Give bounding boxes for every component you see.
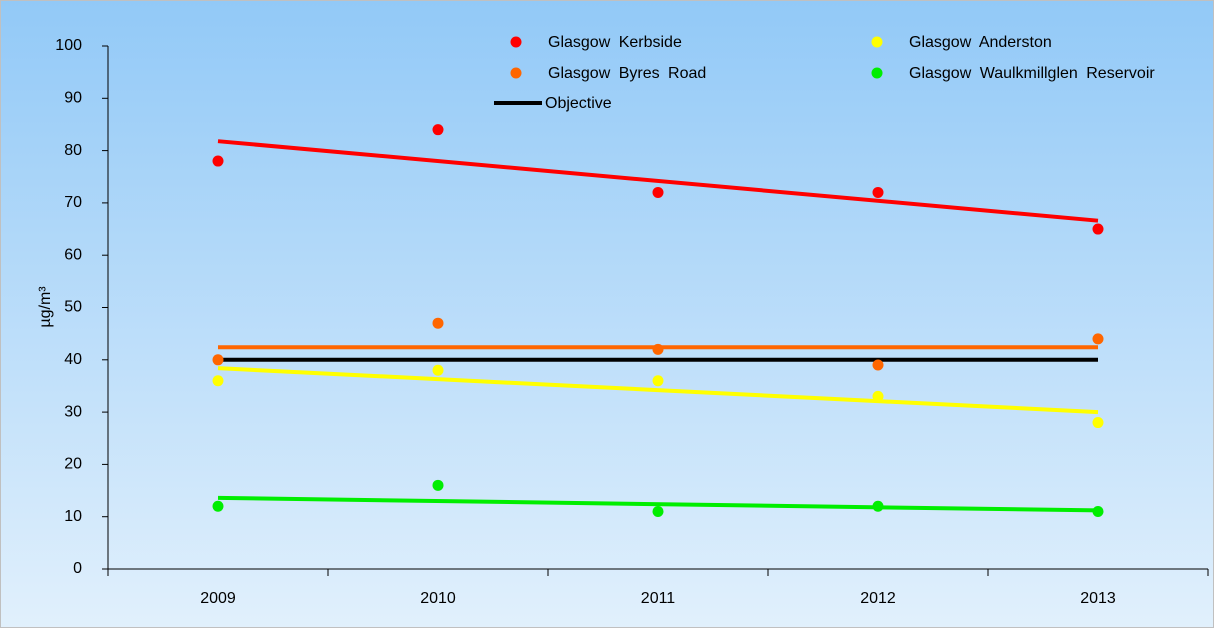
y-tick-label: 10 [64, 508, 82, 525]
legend-label: Glasgow Anderston [909, 34, 1052, 51]
trendline [217, 139, 1099, 223]
point [652, 375, 664, 387]
y-axis-label: µg/m³ [37, 286, 54, 328]
x-tick-label: 2013 [1080, 590, 1116, 607]
point [872, 500, 884, 512]
point [1092, 333, 1104, 345]
point [432, 317, 444, 329]
x-tick-label: 2012 [860, 590, 896, 607]
point [652, 505, 664, 517]
point [212, 500, 224, 512]
point [212, 354, 224, 366]
point [212, 155, 224, 167]
legend-marker [871, 36, 883, 48]
trendline [217, 495, 1099, 513]
point [432, 124, 444, 136]
y-tick-label: 20 [64, 456, 82, 473]
y-tick-label: 0 [73, 560, 82, 577]
legend-marker [510, 36, 522, 48]
trendline [217, 366, 1099, 415]
legend-label: Glasgow Byres Road [548, 65, 706, 82]
y-tick-label: 40 [64, 351, 82, 368]
legend-marker [871, 67, 883, 79]
y-tick-label: 50 [64, 299, 82, 316]
y-tick-label: 90 [64, 90, 82, 107]
x-tick-label: 2010 [420, 590, 456, 607]
y-tick-label: 30 [64, 403, 82, 420]
point [652, 343, 664, 355]
point [212, 375, 224, 387]
x-tick-label: 2009 [200, 590, 236, 607]
y-tick-label: 80 [64, 142, 82, 159]
legend-label: Objective [545, 95, 612, 112]
legend-label: Glasgow Kerbside [548, 34, 682, 51]
point [1092, 505, 1104, 517]
point [872, 359, 884, 371]
y-tick-label: 100 [55, 37, 82, 54]
x-tick-label: 2011 [641, 590, 676, 607]
y-tick-label: 70 [64, 194, 82, 211]
point [872, 186, 884, 198]
legend-label: Glasgow Waulkmillglen Reservoir [909, 65, 1155, 82]
y-tick-label: 60 [64, 246, 82, 263]
point [1092, 223, 1104, 235]
point [432, 364, 444, 376]
point [432, 479, 444, 491]
legend-marker [510, 67, 522, 79]
point [872, 390, 884, 402]
point [1092, 417, 1104, 429]
point [652, 186, 664, 198]
